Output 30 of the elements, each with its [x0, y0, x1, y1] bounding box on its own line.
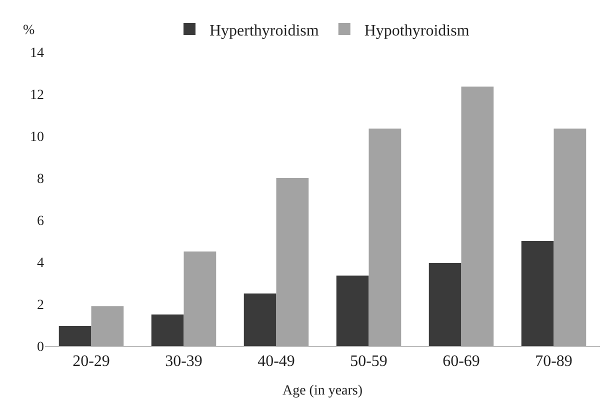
y-tick-label: 6 [37, 214, 44, 229]
bar [336, 276, 369, 346]
bar [461, 86, 494, 346]
bar [91, 306, 124, 346]
bar [521, 241, 554, 346]
x-tick-label: 40-49 [258, 353, 295, 370]
y-tick-label: 4 [37, 256, 44, 271]
y-tick-label: 0 [37, 340, 44, 355]
bar [184, 252, 216, 346]
y-tick-label: 10 [30, 130, 44, 145]
x-tick-label: 60-69 [442, 353, 480, 370]
bar [244, 294, 276, 346]
x-tick-label: 30-39 [165, 353, 202, 370]
y-tick-label: 8 [37, 172, 44, 187]
legend-label: Hyperthyroidism [210, 22, 320, 40]
x-tick-label: 70-89 [535, 353, 572, 370]
y-tick-label: 12 [30, 88, 44, 103]
legend-label: Hypothyroidism [364, 22, 470, 40]
bar [368, 128, 402, 346]
bar [554, 128, 586, 346]
bar [151, 314, 184, 346]
y-tick-label: 2 [37, 298, 44, 313]
y-tick-label: 14 [30, 46, 44, 61]
x-axis-title: Age (in years) [282, 384, 363, 398]
bar [428, 263, 462, 346]
x-tick-label: 50-59 [350, 353, 388, 370]
bar [276, 178, 309, 346]
y-axis-title: % [23, 23, 35, 38]
bar [58, 326, 92, 346]
x-tick-label: 20-29 [72, 353, 110, 370]
